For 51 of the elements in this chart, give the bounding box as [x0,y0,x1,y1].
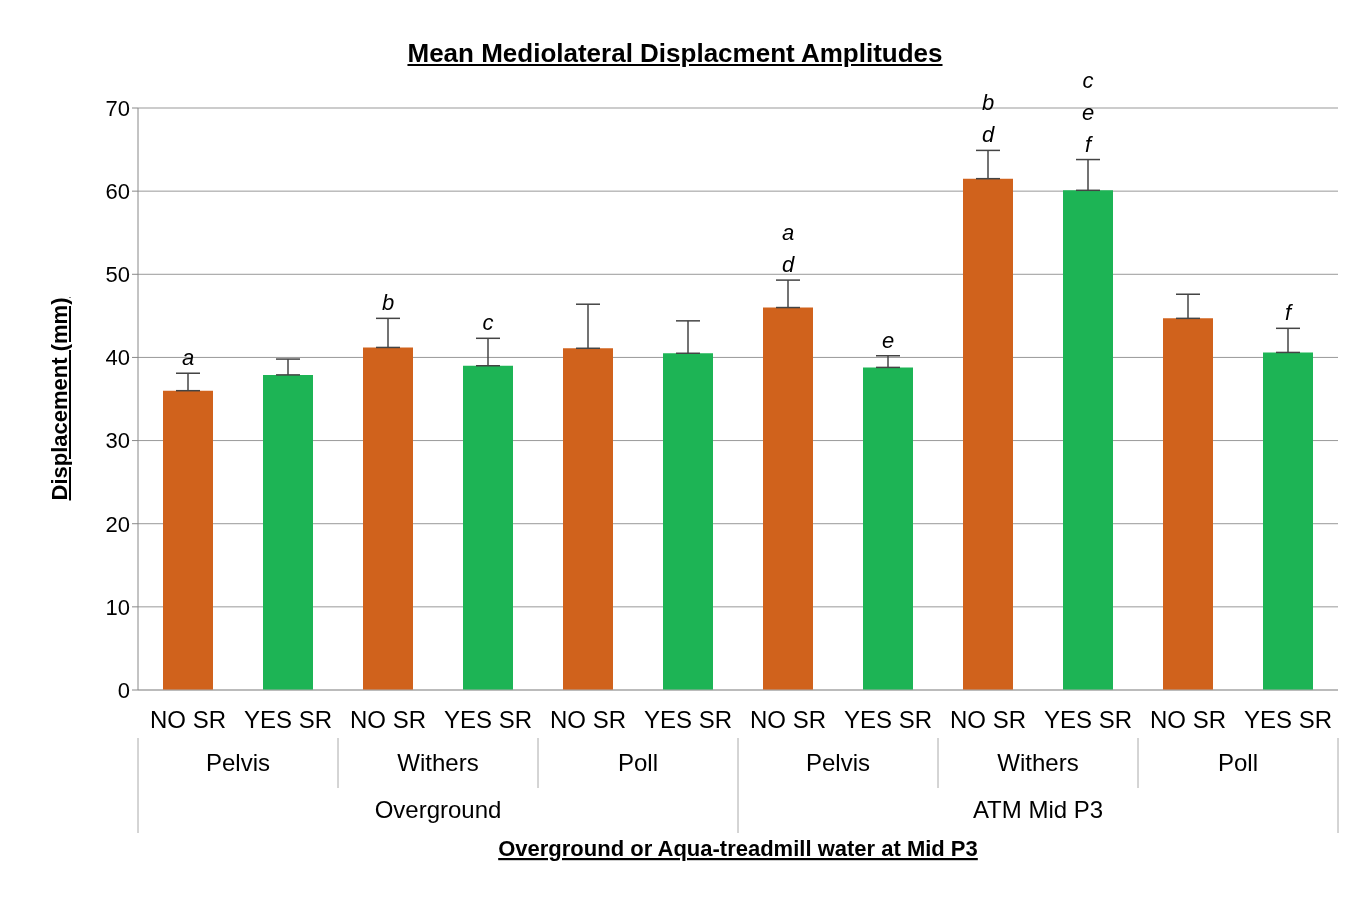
data-label: b d [981,90,995,148]
text: Pelvis [205,749,271,776]
y-tick-label: 50 [105,262,130,288]
y-tick-label: 0 [117,677,130,703]
y-tick-label: 40 [105,345,130,371]
text: Poll [617,749,659,776]
data-label: c e f [1081,67,1095,157]
bar [863,367,913,690]
text: Pelvis [805,749,871,776]
data-label: a d [781,220,795,278]
x-tick-label: YES SR [643,706,733,733]
data-label: c [482,310,494,336]
y-axis-title: Displacement (mm) [47,297,73,501]
x-tick-label: NO SR [749,706,827,733]
x-tick-label: NO SR [549,706,627,733]
bar [663,353,713,690]
bar [1163,318,1213,690]
data-label: b [381,290,395,316]
y-tick-label: 20 [105,511,130,537]
bar [963,178,1013,690]
text: ATM Mid P3 [972,796,1104,823]
bar [363,347,413,690]
data-label: a [181,345,195,371]
text: Poll [1217,749,1259,776]
bar [563,348,613,690]
x-axis-title: Overground or Aqua-treadmill water at Mid P3 [498,836,978,861]
y-tick-label: 70 [105,95,130,121]
bar [1063,190,1113,690]
y-tick-label: 60 [105,178,130,204]
data-label: f [1284,300,1294,326]
bar [763,307,813,690]
bar [263,374,313,690]
bar [163,390,213,690]
x-tick-label: YES SR [1243,706,1333,733]
bar [1263,352,1313,690]
x-tick-label: NO SR [949,706,1027,733]
bar [463,365,513,690]
x-tick-label: NO SR [149,706,227,733]
x-tick-label: YES SR [243,706,333,733]
y-tick-label: 10 [105,594,130,620]
x-tick-label: NO SR [349,706,427,733]
text: Overground [374,796,502,823]
x-tick-label: NO SR [1149,706,1227,733]
x-tick-label: YES SR [443,706,533,733]
data-label: e [881,327,895,353]
chart-title: Mean Mediolateral Displacment Amplitudes [406,38,944,69]
y-tick-label: 30 [105,428,130,454]
x-tick-label: YES SR [1043,706,1133,733]
text: Withers [397,749,479,776]
x-tick-label: YES SR [843,706,933,733]
text: Withers [997,749,1079,776]
